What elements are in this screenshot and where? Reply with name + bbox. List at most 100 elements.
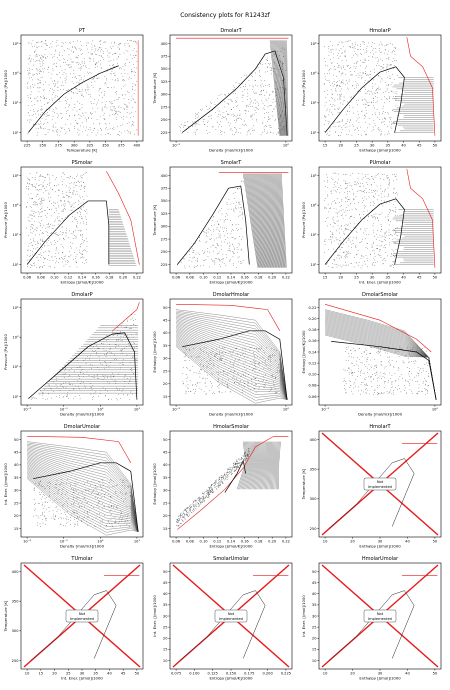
state-point: [57, 218, 58, 219]
state-point: [209, 390, 210, 392]
state-point: [54, 96, 56, 98]
state-point: [225, 264, 227, 266]
state-point: [232, 243, 233, 245]
state-point: [131, 112, 132, 113]
state-point: [77, 174, 78, 176]
state-point: [131, 370, 132, 371]
state-point: [349, 199, 351, 200]
state-point: [341, 41, 342, 43]
state-point: [273, 99, 274, 100]
state-point: [40, 127, 42, 129]
state-point: [233, 245, 234, 247]
state-point: [214, 112, 216, 113]
state-point: [354, 129, 356, 131]
state-point: [120, 397, 121, 399]
state-point: [128, 131, 129, 133]
state-point: [228, 125, 230, 127]
state-point: [338, 187, 340, 188]
state-point: [234, 238, 236, 240]
state-point: [111, 109, 113, 111]
state-point: [278, 118, 279, 120]
state-point: [123, 79, 124, 80]
state-point: [281, 63, 283, 64]
state-point: [333, 53, 335, 55]
state-point: [42, 192, 44, 194]
state-point: [117, 46, 119, 48]
state-point: [129, 113, 131, 114]
state-point: [48, 192, 50, 194]
state-point: [211, 115, 213, 116]
state-point: [275, 133, 277, 135]
state-point: [83, 58, 85, 59]
state-point: [356, 236, 357, 238]
state-point: [77, 180, 79, 182]
state-point: [40, 252, 41, 254]
state-point: [93, 103, 95, 104]
state-point: [395, 220, 397, 221]
state-point: [220, 226, 221, 228]
state-point: [107, 381, 108, 383]
state-point: [135, 395, 137, 397]
state-point: [386, 44, 387, 46]
state-point: [327, 225, 328, 227]
state-point: [73, 258, 74, 260]
y-tick-label: 300: [161, 93, 169, 97]
state-point: [90, 52, 92, 54]
state-point: [80, 77, 82, 78]
state-point: [344, 69, 346, 70]
state-point: [240, 239, 242, 240]
state-point: [388, 182, 390, 184]
state-point: [337, 63, 338, 64]
state-point: [338, 66, 340, 68]
x-tick-label: 0.18: [254, 276, 263, 280]
state-point: [388, 362, 390, 364]
state-point: [196, 382, 198, 384]
state-point: [366, 384, 368, 386]
state-point: [60, 384, 61, 386]
state-point: [280, 114, 281, 116]
state-point: [48, 255, 49, 256]
state-point: [368, 90, 369, 92]
state-point: [235, 121, 237, 123]
state-point: [218, 392, 220, 393]
plot-area: [177, 171, 289, 269]
state-point: [68, 189, 70, 191]
state-point: [79, 133, 81, 135]
state-point: [377, 88, 378, 89]
state-point: [195, 391, 196, 392]
state-point: [235, 102, 237, 103]
state-point: [395, 99, 396, 101]
state-point: [261, 348, 262, 349]
state-point: [30, 399, 32, 400]
state-point: [65, 386, 67, 388]
state-point: [74, 235, 75, 236]
state-point: [353, 193, 354, 194]
state-point: [390, 209, 391, 211]
state-point: [37, 111, 38, 112]
state-point: [340, 74, 342, 76]
state-point: [414, 362, 415, 364]
state-point: [380, 255, 382, 256]
state-point: [381, 392, 382, 394]
state-point: [136, 129, 137, 131]
state-point: [72, 77, 73, 78]
state-point: [82, 112, 84, 114]
state-point: [428, 376, 430, 377]
state-point: [81, 239, 83, 240]
state-point: [339, 95, 341, 96]
state-point: [345, 41, 347, 42]
state-point: [337, 85, 338, 86]
state-point: [368, 60, 369, 61]
state-point: [266, 133, 268, 134]
state-point: [344, 51, 346, 53]
x-tick-label: 15: [323, 144, 328, 148]
state-point: [27, 186, 29, 187]
state-point: [82, 122, 83, 124]
state-point: [44, 128, 46, 130]
state-point: [386, 64, 388, 65]
state-point: [118, 56, 119, 57]
state-point: [257, 356, 258, 358]
state-point: [239, 188, 240, 189]
state-point: [79, 210, 80, 212]
state-point: [269, 67, 271, 68]
